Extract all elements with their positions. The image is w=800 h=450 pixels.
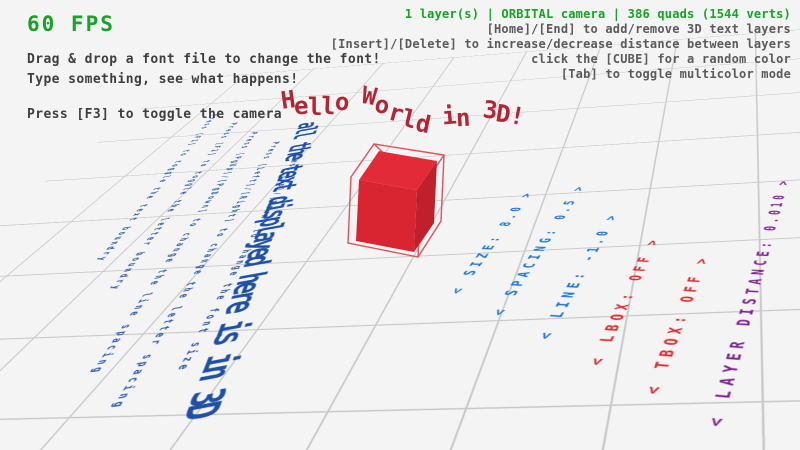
control-label-tbox: < TBOX: OFF > [641, 254, 714, 396]
ground-instruction-text-boundry: Press [F1] to toggle the text boundry [93, 113, 220, 264]
cube[interactable] [347, 142, 445, 258]
cube-face-left [356, 180, 417, 252]
cube-face-top [359, 151, 437, 190]
wave-text: Hello World in 3D! [279, 81, 526, 140]
ground-instruction-letter-boundry: Press [F2] to toggle the letter boundry [105, 122, 239, 293]
control-label-layer-distance: < LAYER DISTANCE: 0.010 > [703, 178, 794, 428]
cube-face-right [414, 161, 437, 252]
